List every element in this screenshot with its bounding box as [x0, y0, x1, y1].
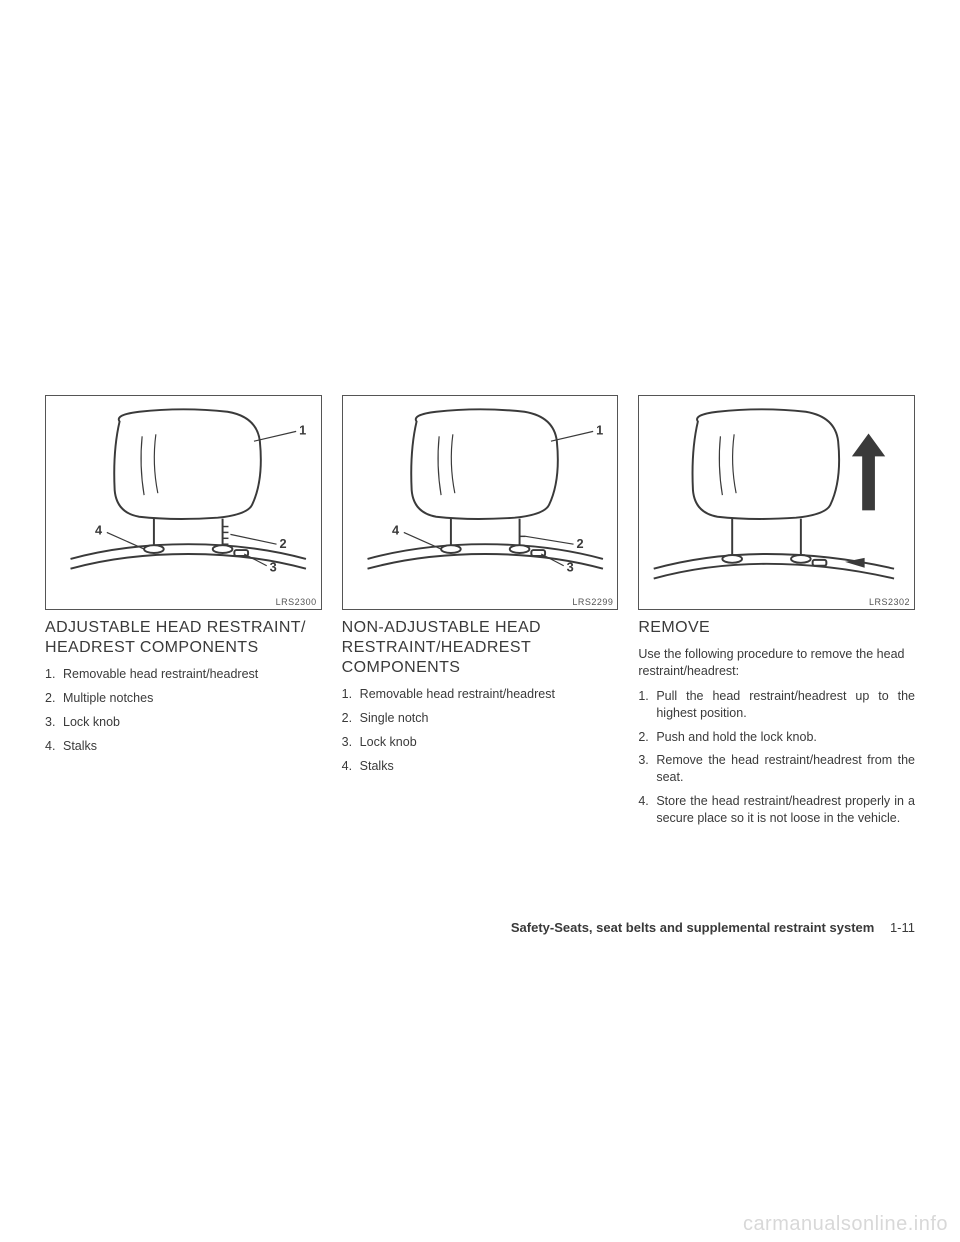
- list-item: Stalks: [342, 758, 619, 775]
- heading-non-adjustable: NON-ADJUSTABLE HEAD RESTRAINT/HEADREST C…: [342, 618, 619, 678]
- svg-text:3: 3: [270, 560, 277, 575]
- list-non-adjustable: Removable head restraint/headrest Single…: [342, 686, 619, 775]
- list-item: Removable head restraint/headrest: [45, 666, 322, 683]
- headrest-remove-diagram-icon: [639, 396, 914, 609]
- footer-page: 1-11: [890, 920, 915, 935]
- list-item: Push and hold the lock knob.: [638, 729, 915, 746]
- svg-text:1: 1: [596, 422, 603, 437]
- heading-adjustable: ADJUSTABLE HEAD RESTRAINT/ HEADREST COMP…: [45, 618, 322, 658]
- page-footer: Safety-Seats, seat belts and supplementa…: [45, 920, 915, 935]
- svg-text:4: 4: [95, 522, 103, 537]
- figure-code: LRS2300: [276, 597, 317, 607]
- remove-intro: Use the following procedure to remove th…: [638, 646, 915, 680]
- list-item: Store the head restraint/headrest proper…: [638, 793, 915, 827]
- list-item: Lock knob: [342, 734, 619, 751]
- svg-text:2: 2: [279, 536, 286, 551]
- figure-remove: LRS2302: [638, 395, 915, 610]
- list-item: Single notch: [342, 710, 619, 727]
- list-item: Remove the head restraint/headrest from …: [638, 752, 915, 786]
- columns-container: 1 2 3 4 LRS2300 ADJUSTABLE HEAD RESTRAIN…: [45, 395, 915, 834]
- list-item: Removable head restraint/headrest: [342, 686, 619, 703]
- column-non-adjustable: 1 2 3 4 LRS2299 NON-ADJUSTABLE HEAD REST…: [342, 395, 619, 834]
- svg-text:3: 3: [566, 560, 573, 575]
- svg-text:2: 2: [576, 536, 583, 551]
- page-content: 1 2 3 4 LRS2300 ADJUSTABLE HEAD RESTRAIN…: [45, 395, 915, 834]
- figure-adjustable: 1 2 3 4 LRS2300: [45, 395, 322, 610]
- list-item: Pull the head restraint/headrest up to t…: [638, 688, 915, 722]
- list-item: Stalks: [45, 738, 322, 755]
- watermark: carmanualsonline.info: [743, 1213, 948, 1236]
- column-adjustable: 1 2 3 4 LRS2300 ADJUSTABLE HEAD RESTRAIN…: [45, 395, 322, 834]
- figure-non-adjustable: 1 2 3 4 LRS2299: [342, 395, 619, 610]
- list-remove: Pull the head restraint/headrest up to t…: [638, 688, 915, 827]
- footer-section: Safety-Seats, seat belts and supplementa…: [511, 920, 874, 935]
- svg-text:4: 4: [392, 522, 400, 537]
- list-adjustable: Removable head restraint/headrest Multip…: [45, 666, 322, 755]
- svg-text:1: 1: [299, 422, 306, 437]
- headrest-diagram-icon: 1 2 3 4: [46, 396, 321, 609]
- heading-remove: REMOVE: [638, 618, 915, 638]
- figure-code: LRS2299: [572, 597, 613, 607]
- list-item: Multiple notches: [45, 690, 322, 707]
- figure-code: LRS2302: [869, 597, 910, 607]
- column-remove: LRS2302 REMOVE Use the following procedu…: [638, 395, 915, 834]
- headrest-diagram-icon: 1 2 3 4: [343, 396, 618, 609]
- list-item: Lock knob: [45, 714, 322, 731]
